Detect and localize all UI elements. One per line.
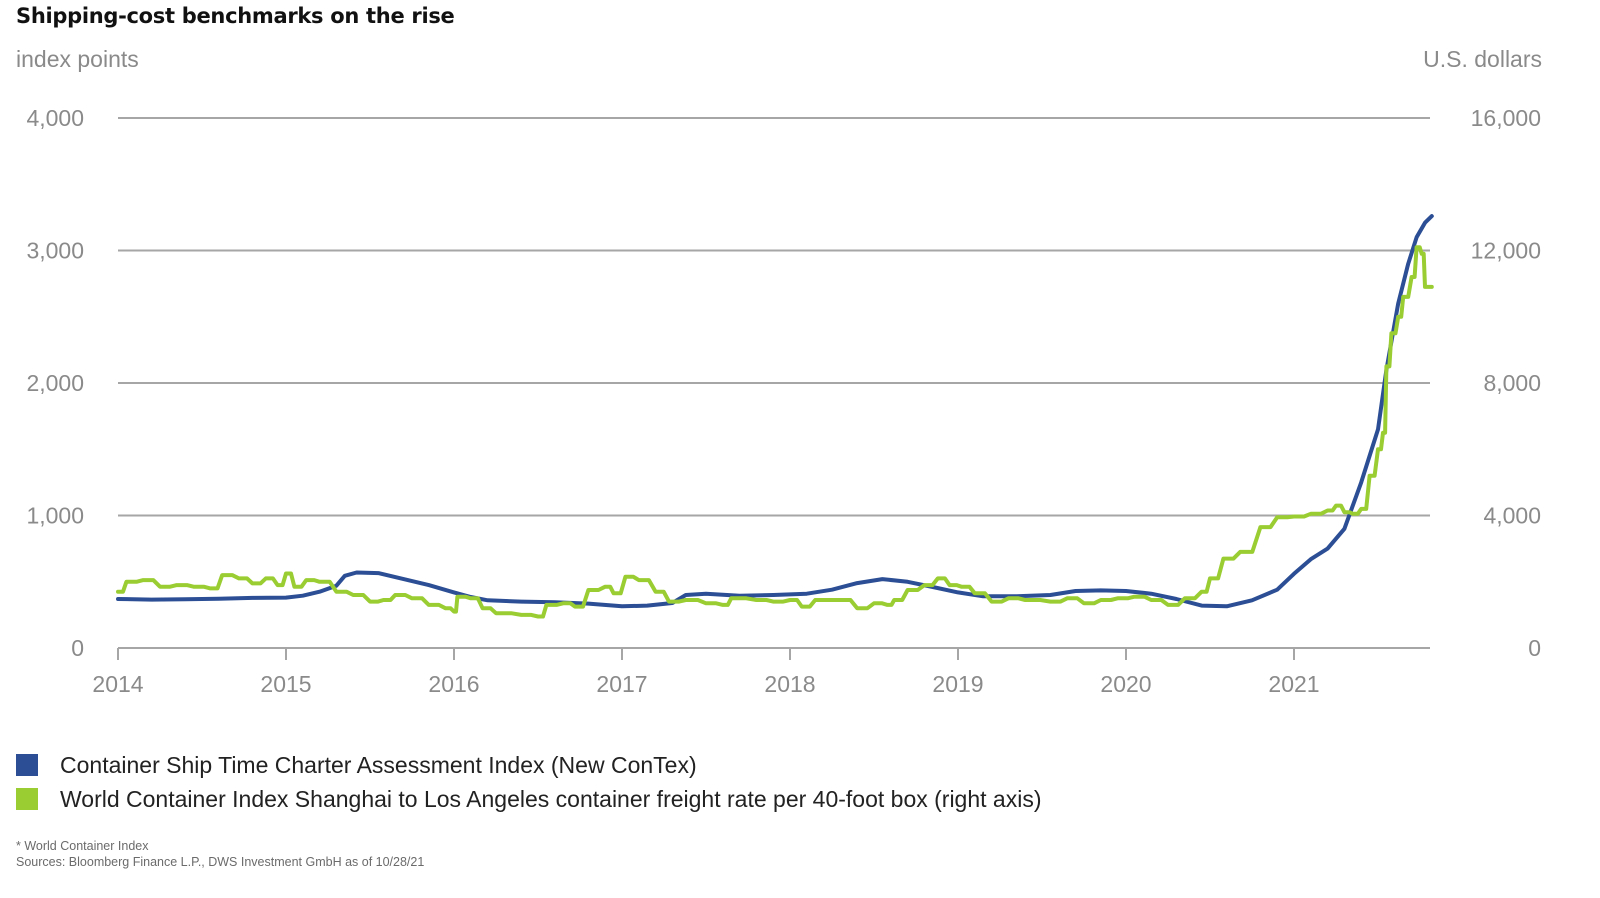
series-line-wci <box>116 245 1434 619</box>
y-left-tick-label: 0 <box>71 635 84 661</box>
x-tick-label: 2015 <box>260 671 311 697</box>
x-tick-label: 2014 <box>92 671 143 697</box>
y-left-tick-label: 1,000 <box>26 503 84 529</box>
y-left-tick-label: 2,000 <box>26 370 84 396</box>
x-tick-label: 2017 <box>596 671 647 697</box>
right-axis-unit-label: U.S. dollars <box>1423 46 1542 72</box>
y-right-tick-label: 4,000 <box>1483 503 1541 529</box>
legend-label-contex: Container Ship Time Charter Assessment I… <box>60 751 697 778</box>
y-right-tick-label: 8,000 <box>1483 370 1541 396</box>
legend-item-wci: World Container Index Shanghai to Los An… <box>16 782 1041 816</box>
x-tick-label: 2018 <box>764 671 815 697</box>
legend-swatch-green <box>16 788 38 810</box>
series-line-contex <box>116 214 1434 609</box>
y-left-tick-label: 4,000 <box>26 105 84 131</box>
legend-swatch-blue <box>16 754 38 776</box>
chart-plot: 0 1,000 2,000 3,000 4,000 0 4,000 8,000 12,000 1… <box>26 105 1541 697</box>
left-axis-unit-label: index points <box>16 46 139 72</box>
x-tick-label: 2016 <box>428 671 479 697</box>
y-right-tick-label: 16,000 <box>1471 105 1541 131</box>
x-tick-label: 2021 <box>1268 671 1319 697</box>
y-right-tick-label: 0 <box>1528 635 1541 661</box>
footnotes: * World Container Index Sources: Bloombe… <box>16 838 424 870</box>
left-axis-ticks: 0 1,000 2,000 3,000 4,000 <box>26 105 84 661</box>
x-tick-label: 2019 <box>932 671 983 697</box>
footnote-note: * World Container Index <box>16 839 149 853</box>
y-left-tick-label: 3,000 <box>26 238 84 264</box>
right-axis-ticks: 0 4,000 8,000 12,000 16,000 <box>1471 105 1541 661</box>
x-axis: 2014 2015 2016 2017 2018 2019 2020 2021 <box>92 647 1430 697</box>
chart-title: Shipping-cost benchmarks on the rise <box>16 4 455 28</box>
series-lines <box>116 214 1434 619</box>
y-right-tick-label: 12,000 <box>1471 238 1541 264</box>
legend-label-wci: World Container Index Shanghai to Los An… <box>60 785 1042 812</box>
legend: Container Ship Time Charter Assessment I… <box>16 748 1041 816</box>
x-tick-label: 2020 <box>1100 671 1151 697</box>
legend-item-contex: Container Ship Time Charter Assessment I… <box>16 748 1041 782</box>
footnote-sources: Sources: Bloomberg Finance L.P., DWS Inv… <box>16 855 425 869</box>
gridlines <box>118 117 1430 517</box>
